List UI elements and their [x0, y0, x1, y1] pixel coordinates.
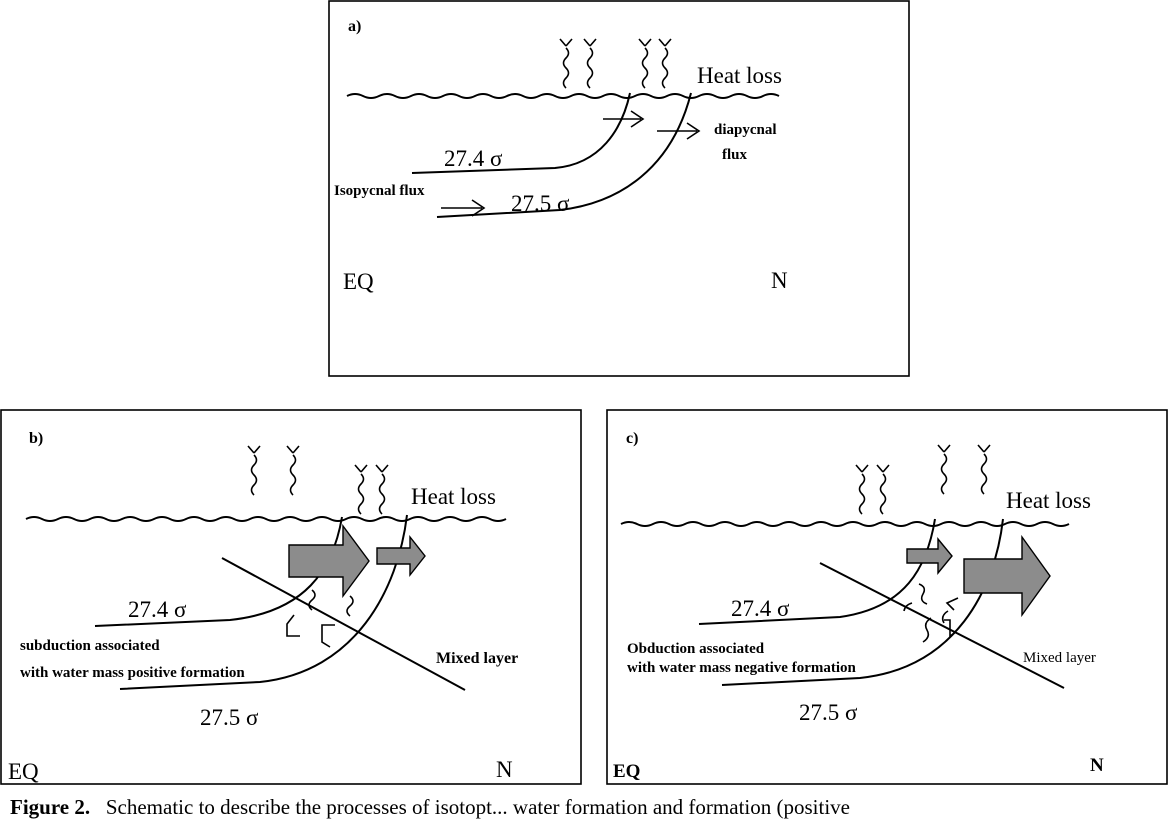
panel-c-mixed-layer-line	[819, 562, 1065, 689]
panel-b-eq: EQ	[8, 759, 39, 784]
heat-arrow-icon	[354, 464, 368, 515]
heat-arrow-icon	[658, 38, 672, 89]
panel-c-note-2: with water mass negative formation	[627, 660, 857, 676]
panel-c-isopycnal-275	[721, 518, 1004, 686]
panel-b-subduction-arrows	[288, 523, 426, 599]
panel-c-heat-arrows	[855, 444, 991, 515]
heat-arrow-icon	[286, 445, 300, 496]
panel-c-heat-loss: Heat loss	[1006, 488, 1091, 513]
panel-c-n: N	[1090, 755, 1104, 776]
panel-c-mixing-squiggles	[903, 583, 959, 643]
panel-c-mixed-layer: Mixed layer	[1023, 650, 1096, 666]
panel-b-sea-surface	[25, 516, 507, 522]
panel-a-label-274: 27.4 σ	[444, 146, 503, 171]
panel-a-heat-arrows	[559, 38, 672, 89]
heat-arrow-icon	[937, 444, 951, 495]
heat-arrow-icon	[638, 38, 652, 89]
large-obduction-arrow-icon	[963, 534, 1051, 618]
panel-b-label-274: 27.4 σ	[128, 597, 187, 622]
panel-c-frame	[606, 409, 1168, 785]
panel-c-isopycnal-274	[698, 518, 936, 625]
panel-b: b) Heat loss 27.4 σ 27.5 σ subduction as…	[0, 409, 582, 785]
heat-arrow-icon	[375, 464, 389, 515]
panel-b-heat-loss: Heat loss	[411, 484, 496, 509]
panel-b-note-1: subduction associated	[20, 638, 160, 654]
panel-b-mixing-squiggles	[286, 589, 354, 648]
caption-text: Schematic to describe the processes of i…	[105, 795, 850, 819]
panel-a-label: a)	[348, 18, 361, 35]
figure-caption: Figure 2. Schematic to describe the proc…	[10, 795, 1168, 820]
panel-b-n: N	[496, 757, 513, 782]
panel-b-note-2: with water mass positive formation	[20, 665, 245, 681]
panel-a-frame	[328, 0, 910, 377]
heat-arrow-icon	[583, 38, 597, 89]
panel-b-label: b)	[29, 430, 43, 447]
panel-c-eq: EQ	[613, 761, 640, 782]
heat-arrow-icon	[876, 464, 890, 515]
panel-a-heat-loss: Heat loss	[697, 63, 782, 88]
panel-b-label-275: 27.5 σ	[200, 705, 259, 730]
heat-arrow-icon	[855, 464, 869, 515]
small-subduction-arrow-icon	[376, 534, 426, 578]
panel-b-mixed-layer-line	[221, 557, 466, 691]
panel-a-isopycnal-arrow-icon	[441, 199, 486, 217]
panel-b-heat-arrows	[247, 445, 389, 515]
caption-figure-label: Figure 2.	[10, 795, 91, 819]
panel-a-sea-surface	[346, 93, 780, 99]
panel-c: c) Heat loss 27.4 σ 27.5 σ Obduction ass…	[606, 409, 1168, 785]
panel-a-diapycnal-2: flux	[722, 147, 748, 163]
panel-a-diapycnal-1: diapycnal	[714, 122, 777, 138]
panel-a-n: N	[771, 268, 788, 293]
panel-c-label-275: 27.5 σ	[799, 700, 858, 725]
panel-c-label-274: 27.4 σ	[731, 596, 790, 621]
panel-b-isopycnal-274	[94, 516, 343, 627]
panel-c-label: c)	[626, 430, 638, 447]
panel-b-frame	[0, 409, 582, 785]
panel-c-note-1: Obduction associated	[627, 641, 765, 657]
panel-a-isopycnal-flux: Isopycnal flux	[334, 183, 425, 199]
small-obduction-arrow-icon	[906, 537, 953, 575]
panel-a: a) Heat loss 27.4 σ 27.5 σ diapycnal flu…	[328, 0, 910, 377]
panel-c-obduction-arrows	[906, 534, 1051, 618]
heat-arrow-icon	[247, 445, 261, 496]
heat-arrow-icon	[559, 38, 573, 89]
heat-arrow-icon	[977, 444, 991, 495]
panel-b-mixed-layer: Mixed layer	[436, 650, 518, 667]
panel-a-isopycnal-275	[436, 92, 692, 218]
panel-a-diapycnal-arrow-icon	[603, 110, 645, 128]
panel-b-isopycnal-275	[119, 514, 408, 690]
panel-a-label-275: 27.5 σ	[511, 191, 570, 216]
panel-a-isopycnal-274	[411, 92, 631, 174]
panel-a-diapycnal-arrow-icon	[657, 122, 701, 140]
large-subduction-arrow-icon	[288, 523, 370, 599]
panel-a-eq: EQ	[343, 269, 374, 294]
panel-c-sea-surface	[620, 521, 1070, 527]
